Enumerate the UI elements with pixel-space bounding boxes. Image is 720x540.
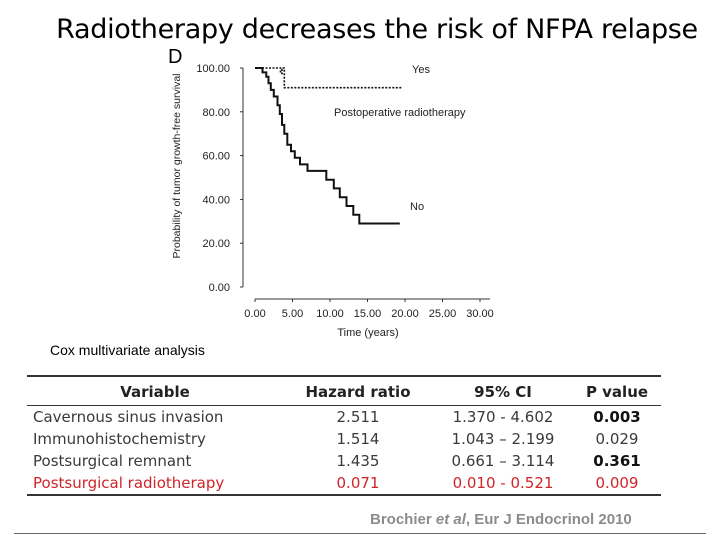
header-ci: 95% CI [433, 376, 573, 406]
cox-table: Variable Hazard ratio 95% CI P value Cav… [27, 375, 661, 496]
x-tick-label: 5.00 [282, 308, 303, 320]
axis-lines [242, 68, 490, 300]
x-tick-label: 0.00 [244, 308, 265, 320]
y-tick-label: 20.00 [202, 238, 230, 250]
table-header-row: Variable Hazard ratio 95% CI P value [27, 376, 661, 406]
x-tick-label: 30.00 [466, 308, 494, 320]
header-variable: Variable [27, 376, 283, 406]
table-row: Postsurgical remnant 1.435 0.661 – 3.114… [27, 450, 661, 472]
series-line-no [255, 67, 400, 225]
citation-source: , Eur J Endocrinol 2010 [465, 511, 632, 528]
table-caption: Cox multivariate analysis [50, 342, 205, 358]
cell-ci: 1.370 - 4.602 [452, 408, 554, 426]
cell-p-value: 0.361 [593, 452, 641, 470]
x-tick-labels: 0.00 5.00 10.00 15.00 20.00 25.00 30.00 [244, 299, 494, 320]
header-hazard-ratio: Hazard ratio [283, 376, 433, 406]
header-p-value: P value [573, 376, 661, 406]
cell-hazard-ratio: 0.071 [336, 474, 380, 492]
cell-ci: 0.010 - 0.521 [452, 474, 554, 492]
series-label-no: No [410, 201, 424, 213]
y-axis-label: Probability of tumor growth-free surviva… [171, 74, 183, 259]
cell-variable: Postsurgical remnant [33, 452, 192, 470]
table-row: Cavernous sinus invasion 2.511 1.370 - 4… [27, 406, 661, 429]
y-tick-label: 60.00 [202, 151, 230, 163]
legend-label: Postoperative radiotherapy [334, 107, 466, 119]
citation: Brochier et al, Eur J Endocrinol 2010 [370, 511, 632, 528]
y-tick-labels: 0.00 20.00 40.00 60.00 80.00 100.00 [196, 63, 243, 294]
citation-etal: et al [435, 511, 466, 528]
cell-hazard-ratio: 1.435 [336, 452, 380, 470]
chart-axes [242, 68, 490, 300]
panel-letter: D [168, 46, 183, 68]
cell-variable: Cavernous sinus invasion [33, 408, 224, 426]
cell-variable: Postsurgical radiotherapy [33, 474, 225, 492]
x-axis-label: Time (years) [337, 327, 398, 339]
x-tick-label: 20.00 [391, 308, 419, 320]
citation-author: Brochier [370, 511, 436, 528]
y-tick-label: 40.00 [202, 194, 230, 206]
x-tick-label: 15.00 [354, 308, 382, 320]
series-line-yes [255, 67, 402, 89]
cell-ci: 1.043 – 2.199 [451, 430, 555, 448]
cell-hazard-ratio: 2.511 [336, 408, 380, 426]
bottom-divider [14, 533, 706, 534]
cell-p-value: 0.003 [593, 408, 641, 426]
cell-ci: 0.661 – 3.114 [451, 452, 555, 470]
cell-p-value: 0.029 [595, 430, 639, 448]
table-row: Immunohistochemistry 1.514 1.043 – 2.199… [27, 428, 661, 450]
cell-hazard-ratio: 1.514 [336, 430, 380, 448]
x-tick-label: 25.00 [429, 308, 457, 320]
table-row-highlight: Postsurgical radiotherapy 0.071 0.010 - … [27, 472, 661, 495]
series-label-yes: Yes [412, 64, 430, 76]
y-tick-label: 100.00 [196, 63, 230, 75]
cell-p-value: 0.009 [595, 474, 639, 492]
y-tick-label: 80.00 [202, 107, 230, 119]
y-tick-label: 0.00 [209, 282, 230, 294]
x-tick-label: 10.00 [316, 308, 344, 320]
slide-title: Radiotherapy decreases the risk of NFPA … [56, 14, 698, 45]
cell-variable: Immunohistochemistry [33, 430, 206, 448]
